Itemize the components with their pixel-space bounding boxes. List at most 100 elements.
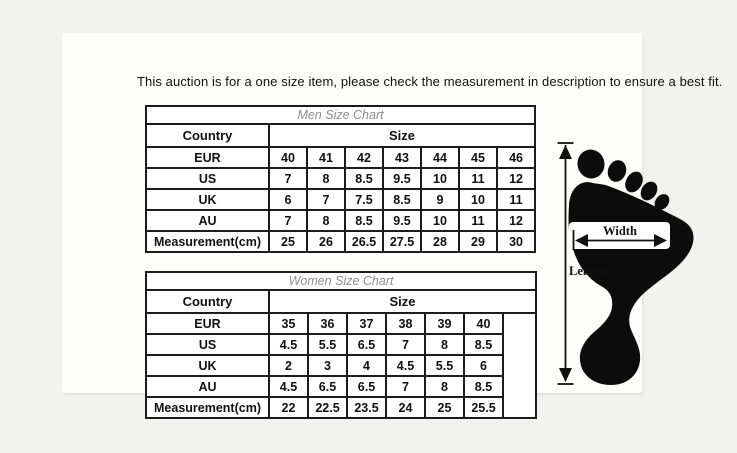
size-cell: 43: [382, 146, 422, 169]
length-arrow: [557, 142, 574, 385]
row-label: AU: [145, 209, 270, 232]
size-cell: 9.5: [382, 167, 422, 190]
size-cell: 12: [495, 209, 537, 232]
width-label: Width: [603, 224, 637, 238]
empty-cell: [501, 312, 538, 419]
size-cell: 8.5: [382, 188, 422, 211]
size-cell: 11: [495, 188, 537, 211]
size-cell: 8.5: [344, 167, 384, 190]
men-chart-title-row: Men Size Chart: [144, 105, 537, 125]
row-label: EUR: [145, 312, 270, 335]
size-cell: 8.5: [463, 375, 504, 398]
size-cell: 24: [385, 396, 426, 419]
auction-notice: This auction is for a one size item, ple…: [137, 74, 723, 89]
size-cell: 4.5: [268, 375, 309, 398]
men-row-4: Measurement(cm) 25 26 26.5 27.5 28 29 30: [145, 230, 537, 253]
size-cell: 38: [385, 312, 426, 335]
women-chart-header-row: Country Size: [145, 289, 538, 314]
men-chart-header-row: Country Size: [145, 123, 537, 148]
size-cell: 9: [420, 188, 460, 211]
size-cell: 4.5: [385, 354, 426, 377]
row-label: Measurement(cm): [145, 230, 270, 253]
row-label: US: [145, 333, 270, 356]
size-cell: 6.5: [346, 333, 387, 356]
women-chart-body: EUR 35 36 37 38 39 40 US 4.5 5.5 6.5 7 8 8.5 UK 2 3 4 4.5 5…: [145, 312, 538, 419]
size-cell: 26.5: [344, 230, 384, 253]
size-cell: 6.5: [346, 375, 387, 398]
size-cell: 8.5: [344, 209, 384, 232]
size-cell: 7: [306, 188, 346, 211]
foot-measurement-diagram: Width Length: [557, 142, 694, 385]
women-country-header: Country: [145, 289, 270, 314]
size-cell: 4.5: [268, 333, 309, 356]
women-row-4: Measurement(cm) 22 22.5 23.5 24 25 25.5: [145, 396, 536, 419]
size-cell: 3: [307, 354, 348, 377]
women-row-0: EUR 35 36 37 38 39 40: [145, 312, 538, 419]
row-label: US: [145, 167, 270, 190]
size-cell: 8: [306, 209, 346, 232]
size-cell: 30: [495, 230, 537, 253]
size-cell: 8: [424, 375, 465, 398]
size-cell: 39: [424, 312, 465, 335]
size-cell: 25: [424, 396, 465, 419]
size-cell: 35: [268, 312, 309, 335]
size-cell: 23.5: [346, 396, 387, 419]
women-size-chart-table: Women Size Chart Country Size EUR 35 36 37 3…: [144, 271, 538, 419]
size-cell: 44: [420, 146, 460, 169]
size-cell: 7: [385, 333, 426, 356]
size-cell: 45: [458, 146, 498, 169]
row-label: EUR: [145, 146, 270, 169]
size-cell: 8: [306, 167, 346, 190]
men-country-header: Country: [145, 123, 270, 148]
size-cell: 25: [268, 230, 308, 253]
size-cell: 5.5: [424, 354, 465, 377]
size-cell: 22: [268, 396, 309, 419]
size-cell: 36: [307, 312, 348, 335]
women-size-header: Size: [267, 289, 538, 314]
men-size-header: Size: [267, 123, 537, 148]
size-cell: 46: [495, 146, 537, 169]
size-cell: 40: [463, 312, 504, 335]
size-cell: 8.5: [463, 333, 504, 356]
size-cell: 27.5: [382, 230, 422, 253]
size-cell: 28: [420, 230, 460, 253]
men-chart-body: EUR 40 41 42 43 44 45 46 US 7 8 8.5 9.5 10 11 12 UK 6 7 7.5…: [145, 146, 537, 253]
size-cell: 10: [458, 188, 498, 211]
size-cell: 10: [420, 209, 460, 232]
size-cell: 7: [268, 209, 308, 232]
size-cell: 37: [346, 312, 387, 335]
length-label: Length: [569, 264, 607, 278]
size-cell: 10: [420, 167, 460, 190]
women-row-3: AU 4.5 6.5 6.5 7 8 8.5: [145, 375, 536, 398]
size-cell: 12: [495, 167, 537, 190]
row-label: AU: [145, 375, 270, 398]
size-cell: 4: [346, 354, 387, 377]
women-row-2: UK 2 3 4 4.5 5.5 6: [145, 354, 536, 377]
size-cell: 6: [268, 188, 308, 211]
size-cell: 7: [268, 167, 308, 190]
size-cell: 40: [268, 146, 308, 169]
row-label: UK: [145, 354, 270, 377]
size-cell: 29: [458, 230, 498, 253]
size-cell: 22.5: [307, 396, 348, 419]
size-cell: 11: [458, 209, 498, 232]
size-cell: 6.5: [307, 375, 348, 398]
size-cell: 26: [306, 230, 346, 253]
size-cell: 42: [344, 146, 384, 169]
size-cell: 6: [463, 354, 504, 377]
men-row-0: EUR 40 41 42 43 44 45 46: [145, 146, 537, 169]
women-chart-title: Women Size Chart: [144, 271, 538, 291]
men-size-chart-table: Men Size Chart Country Size EUR 40 41 42 43 4…: [144, 105, 537, 253]
row-label: Measurement(cm): [145, 396, 270, 419]
size-cell: 2: [268, 354, 309, 377]
women-chart-title-row: Women Size Chart: [144, 271, 538, 291]
women-row-1: US 4.5 5.5 6.5 7 8 8.5: [145, 333, 536, 356]
men-row-2: UK 6 7 7.5 8.5 9 10 11: [145, 188, 537, 211]
size-cell: 7.5: [344, 188, 384, 211]
men-row-3: AU 7 8 8.5 9.5 10 11 12: [145, 209, 537, 232]
size-cell: 7: [385, 375, 426, 398]
size-cell: 9.5: [382, 209, 422, 232]
row-label: UK: [145, 188, 270, 211]
content-panel: This auction is for a one size item, ple…: [62, 33, 722, 419]
